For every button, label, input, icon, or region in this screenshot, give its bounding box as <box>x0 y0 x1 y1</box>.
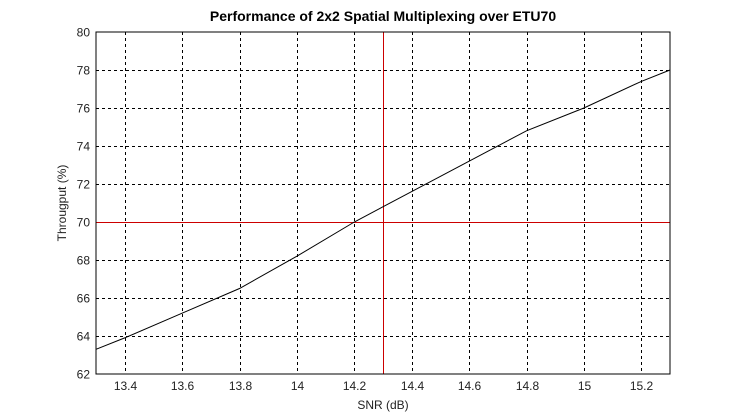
grid-lines <box>96 32 670 374</box>
x-tick-label: 14.4 <box>401 379 425 393</box>
y-tick-label: 66 <box>77 292 91 306</box>
y-tick-label: 74 <box>77 140 91 154</box>
x-tick-label: 13.8 <box>229 379 253 393</box>
y-tick-label: 62 <box>77 368 91 382</box>
plot-area-border <box>95 31 671 375</box>
y-axis-label: Througput (%) <box>55 165 69 242</box>
reference-lines <box>96 32 670 374</box>
y-axis-ticks: 62 64 66 68 70 72 74 76 78 80 <box>77 26 91 382</box>
x-axis-label: SNR (dB) <box>357 398 408 412</box>
data-series <box>95 69 671 350</box>
y-tick-label: 76 <box>77 102 91 116</box>
x-tick-label: 15 <box>578 379 592 393</box>
chart-title: Performance of 2x2 Spatial Multiplexing … <box>210 8 556 24</box>
x-tick-label: 13.4 <box>114 379 138 393</box>
x-tick-label: 14.8 <box>516 379 540 393</box>
y-tick-label: 72 <box>77 178 91 192</box>
x-tick-label: 14 <box>291 379 305 393</box>
x-tick-label: 14.2 <box>343 379 367 393</box>
x-tick-label: 14.6 <box>458 379 482 393</box>
y-tick-label: 70 <box>77 216 91 230</box>
y-tick-label: 78 <box>77 64 91 78</box>
x-axis-ticks: 13.4 13.6 13.8 14 14.2 14.4 14.6 14.8 15 15.2 <box>114 379 654 393</box>
x-tick-label: 15.2 <box>630 379 654 393</box>
throughput-line <box>95 69 671 350</box>
y-tick-label: 64 <box>77 330 91 344</box>
y-tick-label: 80 <box>77 26 91 40</box>
x-tick-label: 13.6 <box>171 379 195 393</box>
y-tick-label: 68 <box>77 254 91 268</box>
